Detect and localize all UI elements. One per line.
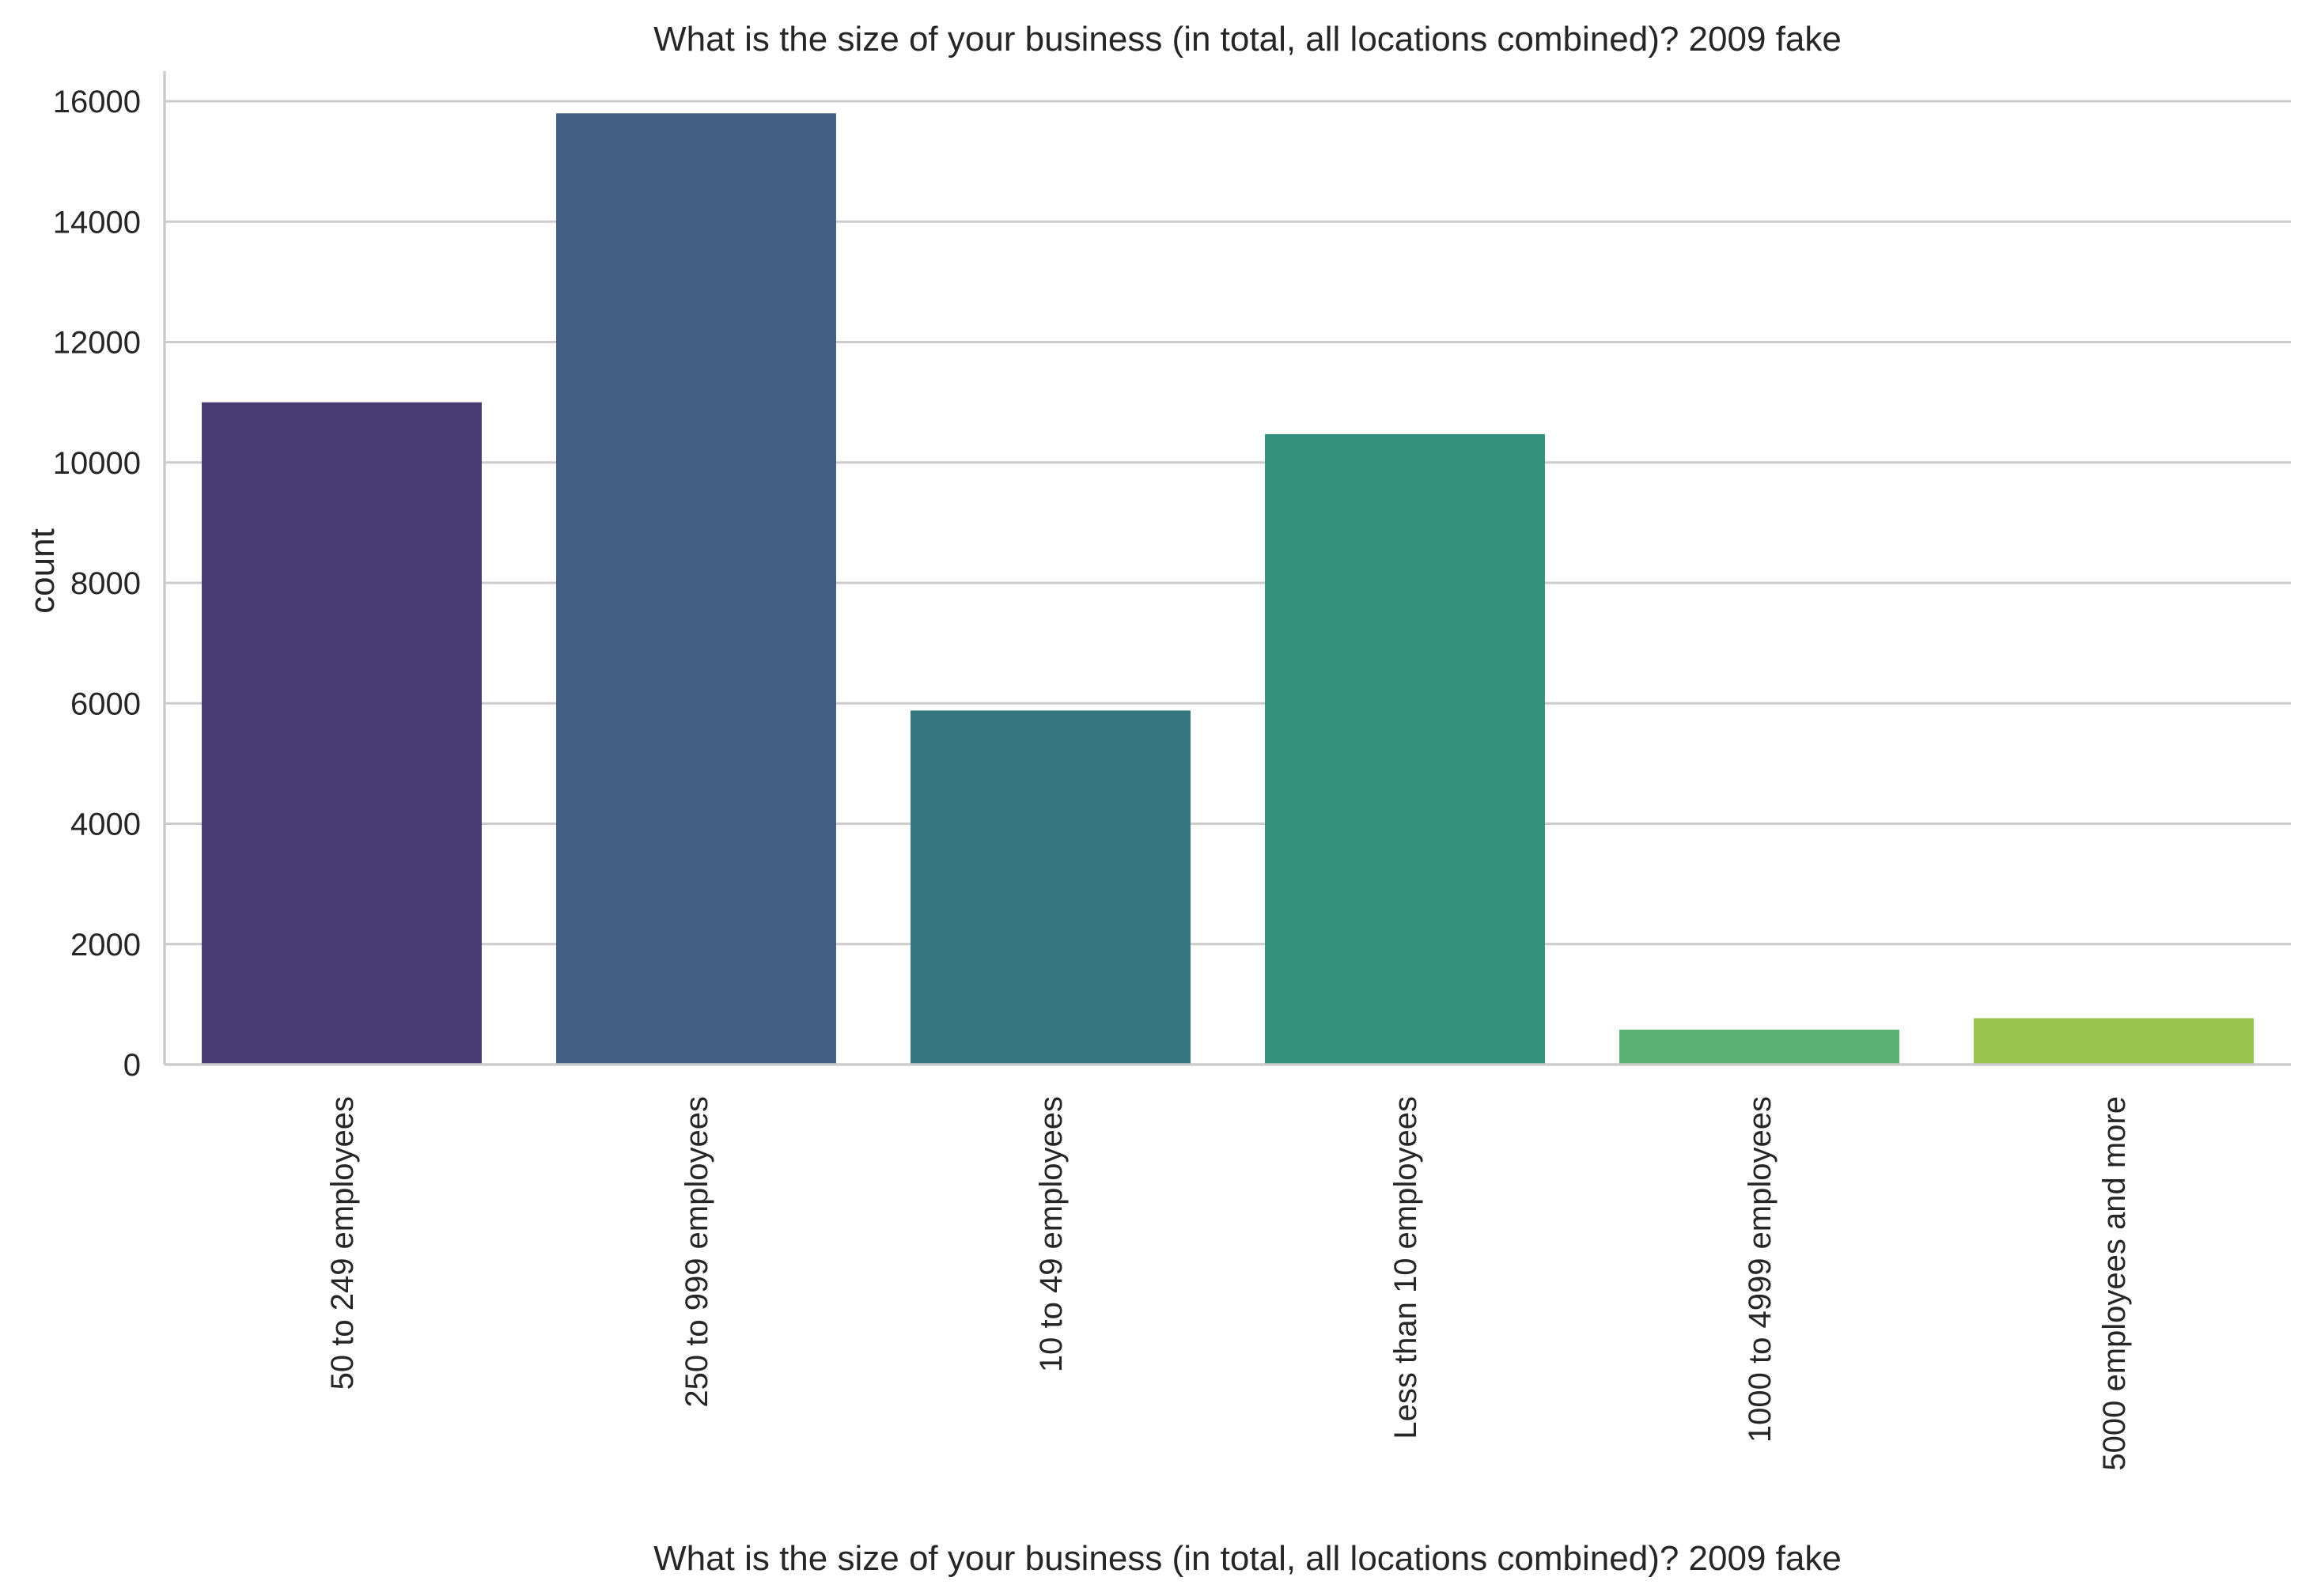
bar [1974,1018,2254,1065]
bar [1619,1029,1899,1065]
x-tick-label: 1000 to 4999 employees [1743,1096,1778,1443]
y-tick-label: 10000 [53,446,141,481]
bar [1265,434,1545,1065]
x-tick-label: 10 to 49 employees [1034,1096,1069,1372]
y-tick-label: 6000 [70,686,141,721]
x-tick-label: Less than 10 employees [1388,1096,1423,1439]
y-tick-label: 8000 [70,566,141,601]
y-tick-label: 14000 [53,205,141,240]
y-tick-labels: 0 2000 4000 6000 8000 10000 12000 14000 16000 [53,85,141,1083]
x-axis-label: What is the size of your business (in to… [653,1539,1842,1578]
x-tick-label: 250 to 999 employees [680,1096,714,1408]
y-axis-label: count [23,528,62,614]
x-tick-label: 50 to 249 employees [325,1096,360,1390]
bars [202,113,2254,1065]
x-tick-labels: 50 to 249 employees 250 to 999 employees 1… [325,1096,2132,1471]
x-tick-label: 5000 employees and more [2097,1096,2132,1471]
y-tick-label: 0 [123,1048,141,1083]
bar [556,113,836,1065]
bar [202,402,482,1065]
y-tick-label: 12000 [53,326,141,361]
grid-lines [165,100,2291,946]
axes [163,71,2291,1066]
chart-title: What is the size of your business (in to… [653,20,1842,59]
y-tick-label: 16000 [53,85,141,119]
bar [911,710,1191,1065]
y-tick-label: 4000 [70,807,141,842]
y-tick-label: 2000 [70,928,141,963]
